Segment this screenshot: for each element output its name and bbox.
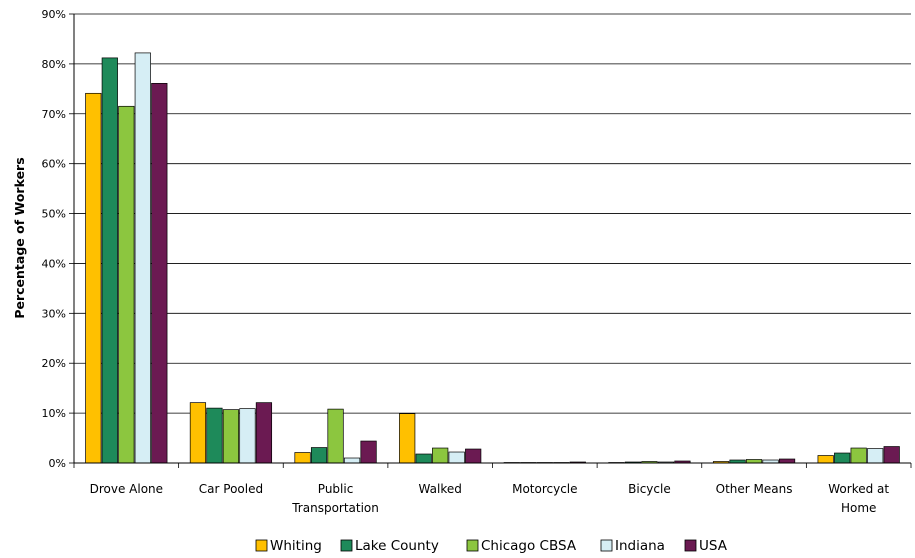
bar <box>294 452 311 464</box>
category-label: Car Pooled <box>199 482 263 496</box>
legend-swatch <box>684 539 697 552</box>
category-label: Bicycle <box>628 482 671 496</box>
bar <box>118 105 135 464</box>
y-tick-label: 50% <box>42 208 66 221</box>
bar <box>343 457 361 464</box>
legend-swatch <box>466 539 479 552</box>
category-label: Drove Alone <box>90 482 163 496</box>
category-label: Walked <box>419 482 462 496</box>
bar <box>310 447 328 464</box>
legend: Whiting Lake County Chicago CBSA Indiana USA <box>255 538 728 554</box>
legend-label: Indiana <box>615 538 665 554</box>
y-tick-label: 30% <box>42 307 66 320</box>
bar <box>134 52 151 464</box>
y-tick-label: 80% <box>42 58 66 71</box>
bar <box>85 92 102 464</box>
category-label: Motorcycle <box>512 482 577 496</box>
bar <box>415 453 432 464</box>
bar <box>151 82 168 464</box>
category-label: Public Transportation <box>291 482 379 515</box>
bar <box>101 57 118 464</box>
bar <box>850 447 867 464</box>
bar <box>465 448 482 464</box>
legend-swatch <box>340 539 353 552</box>
bar <box>239 408 256 464</box>
bar <box>432 447 449 464</box>
bar <box>399 413 416 464</box>
axes <box>73 14 912 468</box>
legend-label: USA <box>699 538 728 554</box>
bar <box>883 446 900 464</box>
bar <box>778 458 796 464</box>
legend-swatch <box>600 539 613 552</box>
bar <box>745 459 763 464</box>
category-label: Worked at Home <box>828 482 889 515</box>
y-tick-label: 60% <box>42 158 66 171</box>
y-tick-label: 20% <box>42 357 66 370</box>
bar <box>206 407 223 464</box>
bar <box>360 440 377 464</box>
y-tick-label: 90% <box>42 8 66 21</box>
bar <box>222 409 240 464</box>
bar <box>327 408 344 464</box>
bar <box>817 455 834 464</box>
legend-label: Whiting <box>270 538 322 554</box>
y-tick-label: 40% <box>42 257 66 270</box>
bar <box>255 402 273 464</box>
y-tick-label: 10% <box>42 407 66 420</box>
category-label: Other Means <box>716 482 793 496</box>
legend-swatch <box>255 539 268 552</box>
gridlines <box>74 13 911 414</box>
legend-label: Chicago CBSA <box>481 538 577 554</box>
bar <box>448 451 465 464</box>
category-labels: Drove Alone Car Pooled Public Transportatio… <box>90 482 890 515</box>
legend-label: Lake County <box>355 538 439 554</box>
bar <box>867 448 884 464</box>
bar <box>189 402 207 464</box>
bars <box>85 52 900 464</box>
y-axis-ticks: 0% 10% 20% 30% 40% 50% 60% 70% 80% 90% <box>42 8 74 470</box>
y-tick-label: 0% <box>49 457 66 470</box>
y-axis-label: Percentage of Workers <box>12 157 27 318</box>
bar <box>834 452 851 464</box>
y-tick-label: 70% <box>42 108 66 121</box>
